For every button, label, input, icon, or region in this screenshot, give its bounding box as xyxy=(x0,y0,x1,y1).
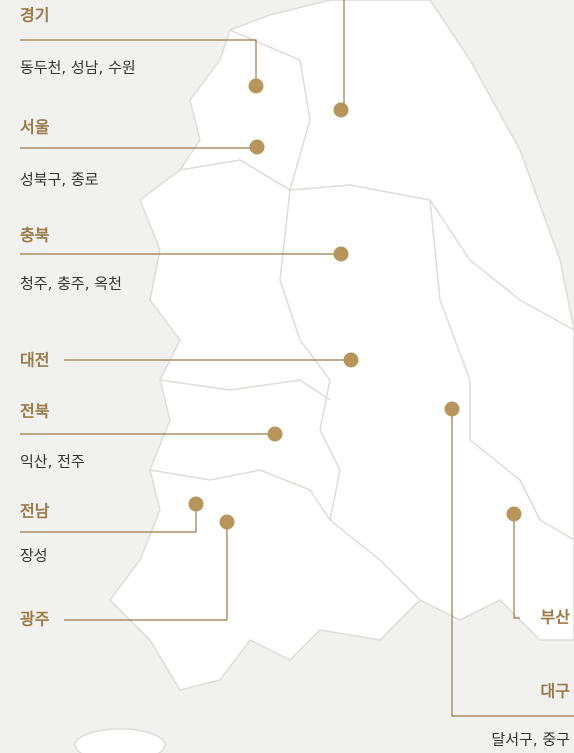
map-shape xyxy=(74,0,574,753)
region-name: 전북 xyxy=(20,402,50,421)
region-name: 대구 xyxy=(541,682,571,701)
region-name: 경기 xyxy=(20,6,49,25)
region-detail: 익산, 전주 xyxy=(20,453,85,471)
region-detail: 동두천, 성남, 수원 xyxy=(20,59,136,77)
region-name: 광주 xyxy=(20,610,50,629)
region-name: 부산 xyxy=(541,608,571,627)
leaders xyxy=(20,0,574,717)
region-name: 대전 xyxy=(20,351,49,370)
region-name: 서울 xyxy=(20,118,50,137)
region-detail: 청주, 충주, 옥천 xyxy=(20,275,122,293)
region-detail: 장성 xyxy=(20,547,48,565)
region-detail: 달서구, 중구 xyxy=(491,731,570,749)
region-name: 충북 xyxy=(20,226,50,245)
labels: 경기 동두천, 성남, 수원 서울 성북구, 종로 충북 청주, 충주, 옥천 … xyxy=(20,6,570,749)
dots xyxy=(188,78,522,530)
region-name: 전남 xyxy=(20,502,50,521)
region-detail: 성북구, 종로 xyxy=(20,171,99,189)
